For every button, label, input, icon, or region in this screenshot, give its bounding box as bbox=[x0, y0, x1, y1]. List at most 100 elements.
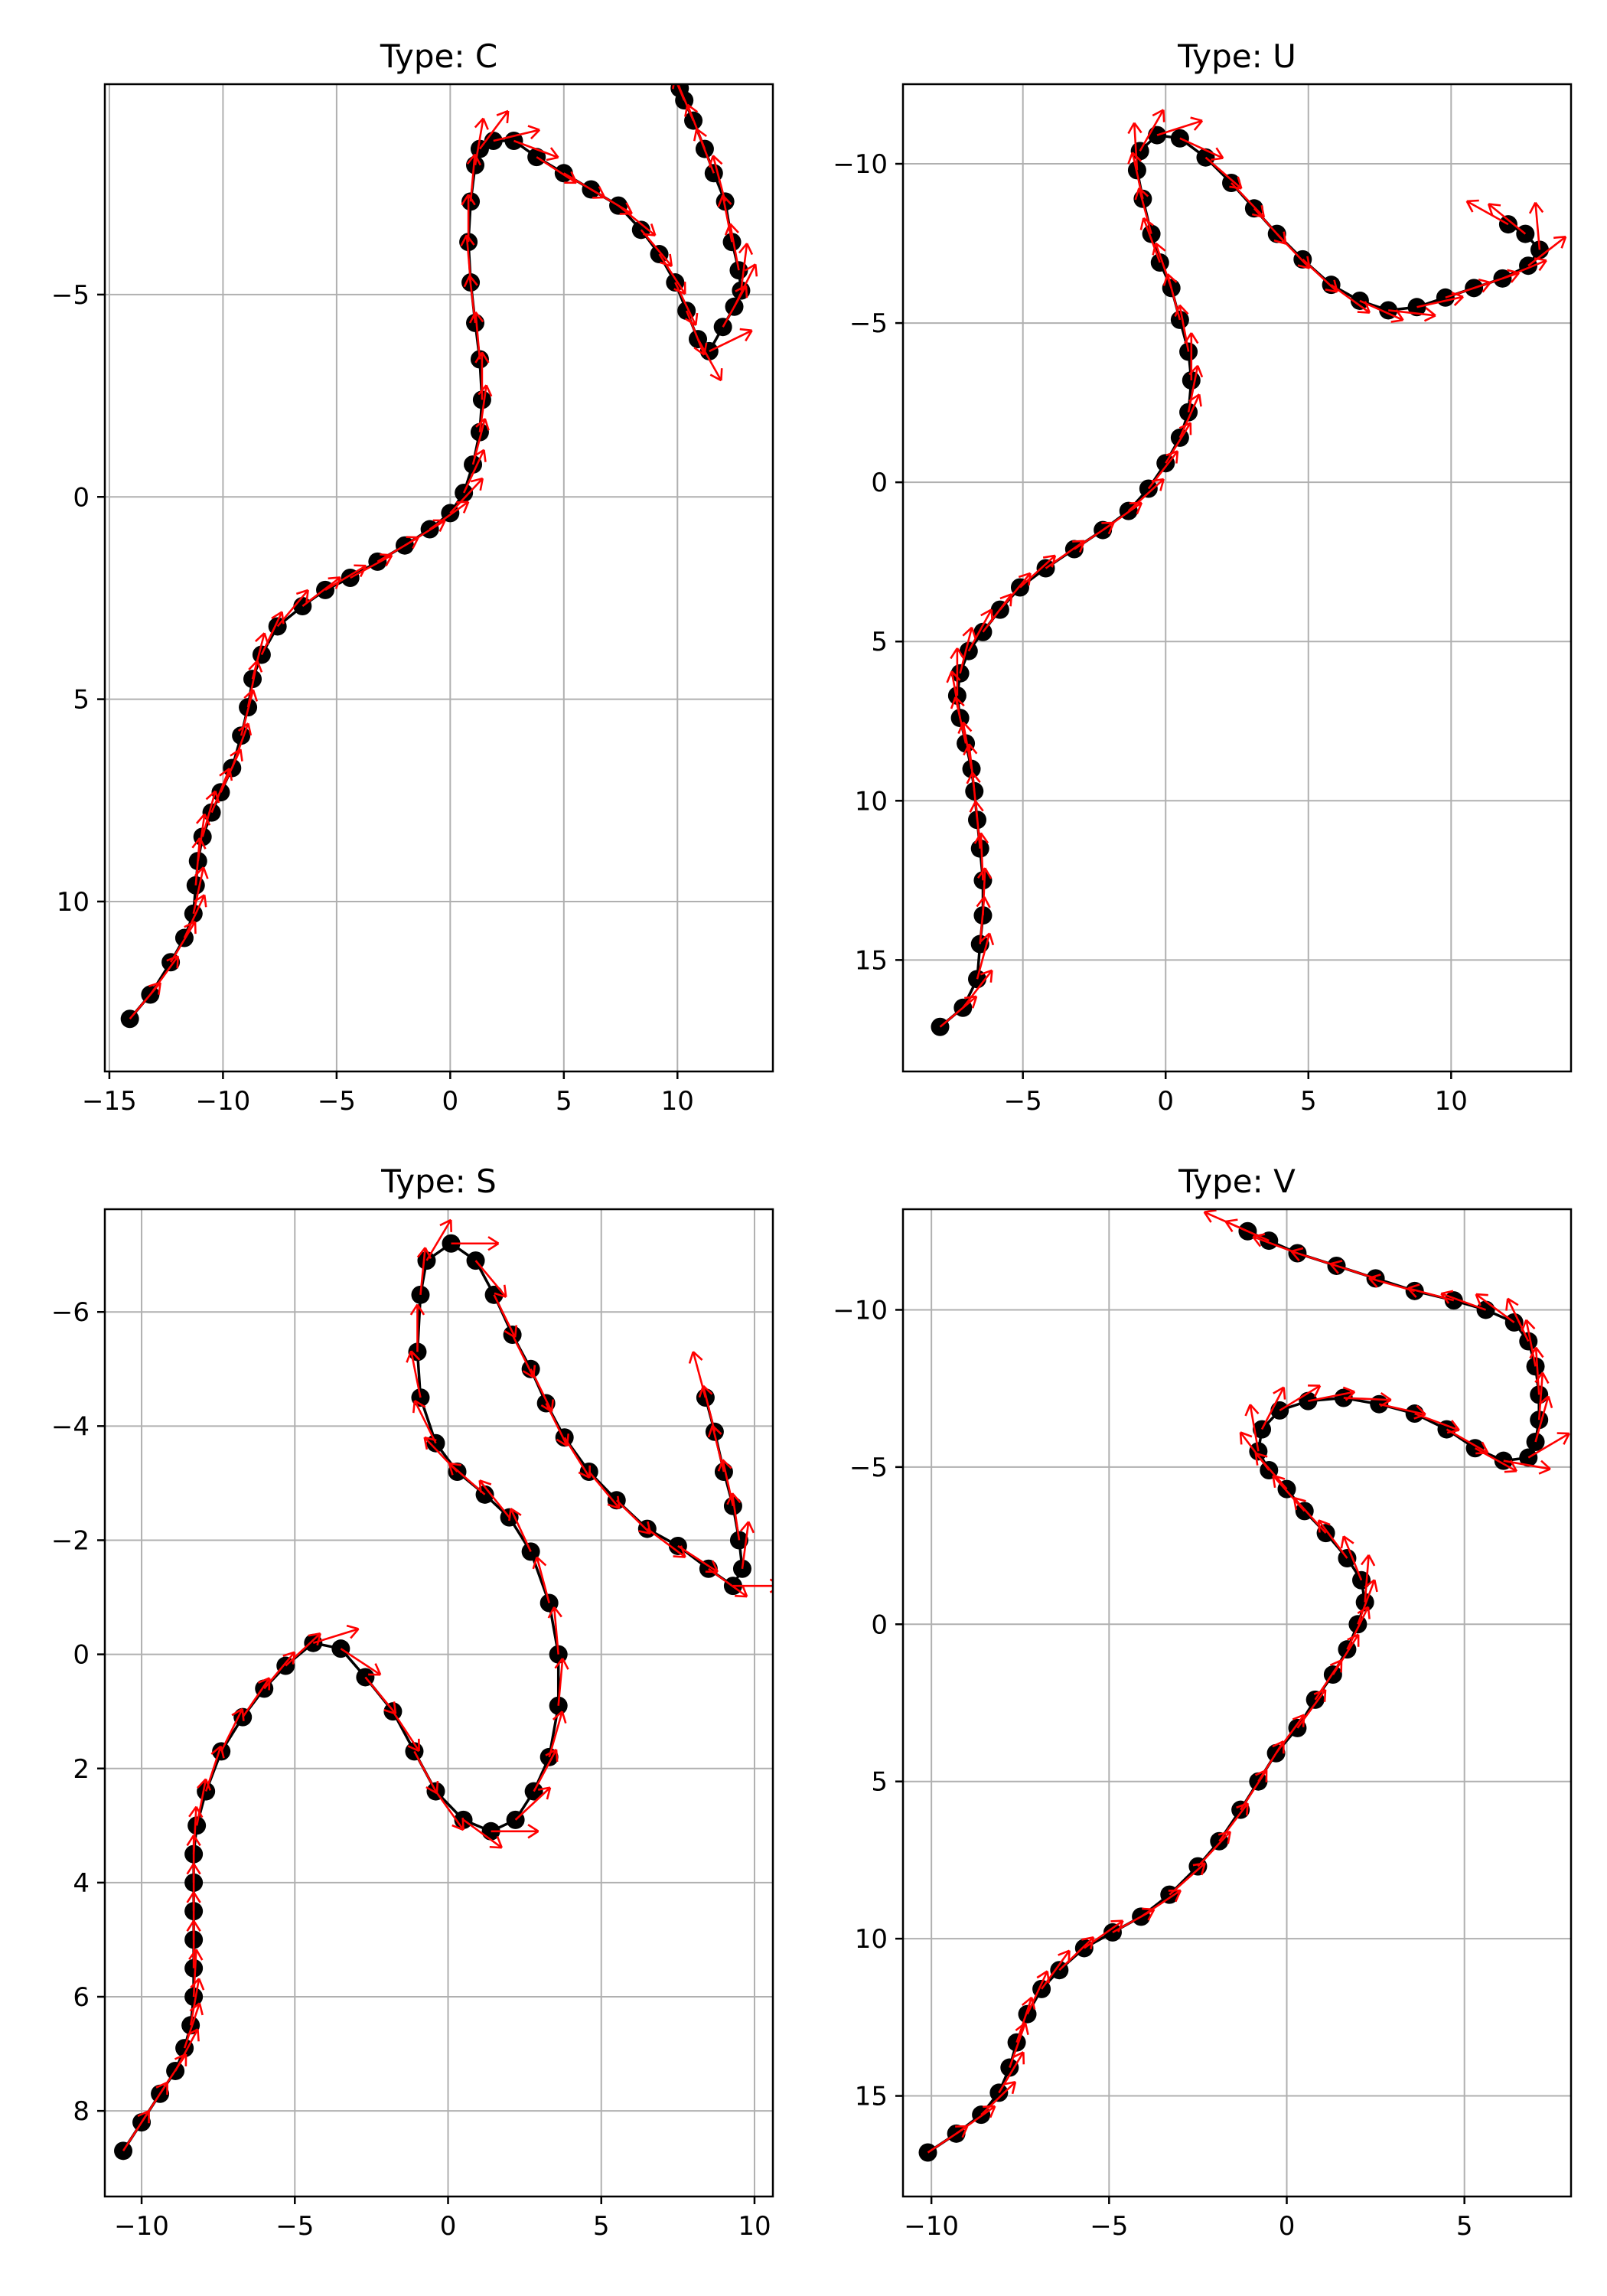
direction-arrow bbox=[950, 647, 965, 696]
y-tick-label: 0 bbox=[73, 1640, 90, 1671]
subplot-1: −15 −10 −5 0 5 10 −5 0 5 10 Type: C bbox=[51, 38, 774, 1117]
axes-frame bbox=[103, 83, 774, 1073]
direction-arrow bbox=[1416, 292, 1464, 308]
direction-arrow bbox=[696, 338, 723, 382]
x-tick-label: −5 bbox=[1004, 1086, 1042, 1117]
direction-arrow bbox=[474, 1260, 507, 1298]
direction-arrow bbox=[514, 1786, 552, 1821]
x-tick-label: 0 bbox=[1157, 1086, 1174, 1117]
direction-arrow bbox=[1203, 1209, 1248, 1232]
direction-arrow bbox=[1102, 501, 1143, 531]
y-tick-label: 5 bbox=[871, 1767, 888, 1798]
axes-frame bbox=[103, 1208, 774, 2198]
direction-arrow bbox=[962, 969, 993, 1009]
direction-arrow bbox=[276, 589, 309, 628]
y-tick-label: 2 bbox=[73, 1754, 90, 1785]
y-tick-label: −4 bbox=[51, 1411, 90, 1442]
y-tick-label: −2 bbox=[51, 1525, 90, 1556]
plot-area bbox=[918, 1209, 1570, 2162]
direction-arrow bbox=[285, 1632, 321, 1667]
direction-arrow bbox=[451, 1236, 500, 1251]
direction-arrow bbox=[688, 1351, 707, 1398]
y-tick-label: 10 bbox=[57, 887, 90, 918]
subplot-title: Type: U bbox=[1177, 38, 1296, 75]
direction-arrow bbox=[1179, 137, 1224, 161]
x-tick-label: −5 bbox=[275, 2211, 314, 2242]
direction-arrow bbox=[1340, 1535, 1363, 1581]
y-tick-label: 0 bbox=[73, 482, 90, 513]
x-tick-label: 0 bbox=[442, 1086, 459, 1117]
direction-arrow bbox=[312, 1624, 360, 1644]
direction-arrow bbox=[1019, 554, 1057, 589]
x-tick-label: 5 bbox=[1456, 2211, 1473, 2242]
direction-arrow bbox=[1360, 1554, 1376, 1603]
direction-arrow bbox=[188, 1949, 204, 1998]
direction-arrow bbox=[1260, 1386, 1286, 1430]
direction-arrow bbox=[1156, 116, 1204, 136]
y-tick-label: −6 bbox=[51, 1297, 90, 1328]
direction-arrow bbox=[532, 1556, 550, 1603]
direction-arrow bbox=[946, 670, 961, 719]
y-tick-label: −5 bbox=[849, 1453, 888, 1483]
direction-arrow bbox=[1139, 109, 1165, 152]
direction-arrow bbox=[548, 1711, 567, 1758]
y-tick-label: −10 bbox=[833, 1295, 888, 1326]
direction-arrow bbox=[340, 1648, 382, 1676]
plot-area bbox=[120, 84, 758, 1029]
direction-arrow bbox=[392, 1711, 420, 1753]
direction-arrow bbox=[1528, 201, 1544, 250]
direction-arrow bbox=[242, 1677, 271, 1718]
direction-arrow bbox=[1503, 1459, 1551, 1475]
direction-arrow bbox=[513, 139, 559, 161]
axes-frame bbox=[901, 83, 1573, 1073]
subplot-2: −5 0 5 10 −10 −5 0 5 10 15 Type: U bbox=[833, 38, 1573, 1117]
direction-arrow bbox=[1527, 236, 1567, 267]
x-tick-label: −15 bbox=[82, 1086, 137, 1117]
direction-arrow bbox=[260, 611, 285, 656]
direction-arrow bbox=[1487, 203, 1527, 235]
direction-arrow bbox=[959, 626, 977, 674]
direction-arrow bbox=[493, 125, 541, 142]
direction-arrow bbox=[462, 1818, 503, 1849]
direction-arrow bbox=[1388, 307, 1436, 322]
subplot-title: Type: S bbox=[380, 1163, 497, 1200]
y-tick-label: 6 bbox=[73, 1982, 90, 2013]
subplot-3: −10 −5 0 5 10 −6 −4 −2 0 2 4 6 8 Type: S bbox=[51, 1163, 774, 2242]
direction-arrow bbox=[220, 1707, 245, 1752]
x-tick-label: 0 bbox=[440, 2211, 457, 2242]
direction-arrow bbox=[478, 109, 510, 150]
direction-arrow bbox=[1239, 1431, 1270, 1471]
y-tick-label: 0 bbox=[871, 1609, 888, 1640]
y-tick-label: 4 bbox=[73, 1868, 90, 1899]
direction-arrow bbox=[554, 1658, 569, 1706]
x-tick-label: −5 bbox=[1090, 2211, 1128, 2242]
x-tick-label: −10 bbox=[196, 1086, 251, 1117]
direction-arrow bbox=[738, 243, 754, 291]
direction-arrow bbox=[1026, 1970, 1051, 2015]
direction-arrow bbox=[709, 328, 753, 353]
x-tick-label: 0 bbox=[1279, 2211, 1296, 2242]
direction-arrow bbox=[1475, 1293, 1515, 1323]
y-tick-label: 10 bbox=[855, 1924, 888, 1955]
direction-arrow bbox=[1414, 1412, 1460, 1434]
direction-arrow bbox=[976, 932, 995, 980]
direction-arrow bbox=[1534, 1371, 1550, 1420]
direction-arrow bbox=[412, 1400, 437, 1444]
direction-arrow bbox=[409, 1303, 425, 1352]
y-tick-label: 5 bbox=[871, 627, 888, 657]
direction-arrow bbox=[413, 1750, 439, 1795]
direction-arrow bbox=[676, 84, 686, 101]
x-tick-label: 10 bbox=[738, 2211, 771, 2242]
direction-arrow bbox=[547, 1606, 562, 1655]
y-tick-label: 5 bbox=[73, 685, 90, 716]
y-tick-label: 15 bbox=[855, 945, 888, 976]
x-tick-label: 10 bbox=[661, 1086, 694, 1117]
y-tick-label: 0 bbox=[871, 468, 888, 498]
x-tick-label: 5 bbox=[593, 2211, 610, 2242]
direction-arrow bbox=[508, 1508, 532, 1552]
direction-arrow bbox=[491, 1824, 539, 1839]
y-tick-label: 15 bbox=[855, 2082, 888, 2112]
direction-arrow bbox=[435, 1790, 464, 1831]
